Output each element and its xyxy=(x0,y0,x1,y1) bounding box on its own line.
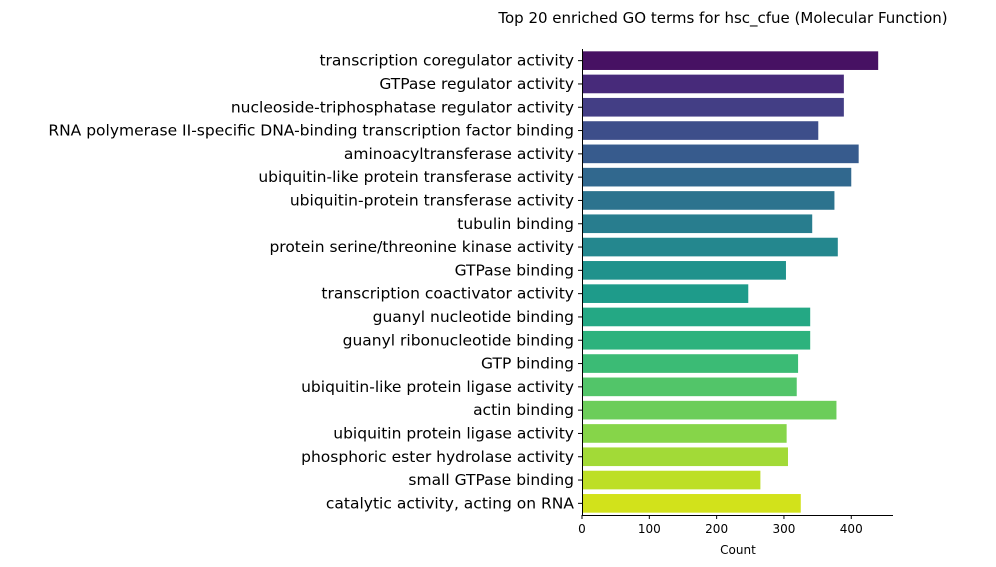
bar xyxy=(582,51,879,70)
bar xyxy=(582,330,811,350)
category-label: small GTPase binding xyxy=(408,471,574,489)
category-label: actin binding xyxy=(473,401,574,419)
category-label: transcription coactivator activity xyxy=(321,285,574,303)
category-label: catalytic activity, acting on RNA xyxy=(326,494,574,512)
bar xyxy=(582,97,844,117)
x-tick-label: 100 xyxy=(638,522,661,536)
x-tick-label: 200 xyxy=(705,522,728,536)
category-label: guanyl ribonucleotide binding xyxy=(343,331,574,349)
category-label: GTP binding xyxy=(481,355,574,373)
bar xyxy=(582,214,813,234)
category-label: guanyl nucleotide binding xyxy=(373,308,574,326)
category-label: RNA polymerase II-specific DNA-binding t… xyxy=(48,122,574,140)
bar xyxy=(582,400,837,420)
category-label: GTPase binding xyxy=(455,261,574,279)
category-label: protein serine/threonine kinase activity xyxy=(269,238,574,256)
bar xyxy=(582,237,838,257)
bar xyxy=(582,424,787,443)
bar xyxy=(582,121,819,140)
x-tick-label: 0 xyxy=(578,522,586,536)
bars-group xyxy=(582,51,879,513)
category-label: GTPase regulator activity xyxy=(379,75,574,93)
category-label: tubulin binding xyxy=(457,215,574,233)
bar xyxy=(582,470,761,490)
x-axis-label: Count xyxy=(720,543,756,557)
bar xyxy=(582,307,811,327)
category-label: ubiquitin-like protein transferase activ… xyxy=(258,168,574,186)
category-label: phosphoric ester hydrolase activity xyxy=(301,448,574,466)
bar xyxy=(582,144,859,164)
bar xyxy=(582,191,835,210)
category-labels: transcription coregulator activity GTPase… xyxy=(48,52,574,513)
bar xyxy=(582,74,844,94)
bar xyxy=(582,167,852,187)
category-label: ubiquitin-protein transferase activity xyxy=(290,191,574,209)
bar xyxy=(582,284,749,303)
chart-title: Top 20 enriched GO terms for hsc_cfue (M… xyxy=(497,9,947,28)
bar xyxy=(582,494,801,513)
category-label: transcription coregulator activity xyxy=(319,52,574,70)
bar xyxy=(582,261,786,280)
category-label: nucleoside-triphosphatase regulator acti… xyxy=(231,98,574,116)
category-label: ubiquitin-like protein ligase activity xyxy=(301,378,574,396)
x-tick-label: 300 xyxy=(772,522,795,536)
category-label: ubiquitin protein ligase activity xyxy=(333,424,574,442)
bar xyxy=(582,354,799,373)
x-tick-label: 400 xyxy=(840,522,863,536)
x-ticks: 0 100 200 300 400 xyxy=(578,60,863,536)
category-label: aminoacyltransferase activity xyxy=(344,145,574,163)
bar xyxy=(582,447,788,467)
bar xyxy=(582,377,797,397)
